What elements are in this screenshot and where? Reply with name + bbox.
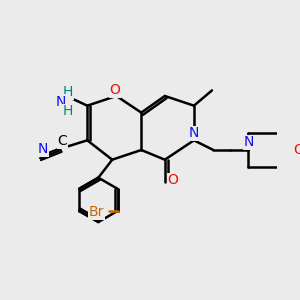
Text: N: N bbox=[38, 142, 48, 156]
Text: O: O bbox=[293, 143, 300, 157]
Text: N: N bbox=[244, 135, 254, 149]
Text: N: N bbox=[189, 126, 199, 140]
Text: O: O bbox=[168, 173, 178, 188]
Text: H: H bbox=[63, 85, 73, 99]
Text: O: O bbox=[110, 83, 120, 97]
Text: Br: Br bbox=[89, 205, 104, 219]
Text: H: H bbox=[63, 104, 73, 118]
Text: C: C bbox=[58, 134, 67, 148]
Text: N: N bbox=[56, 94, 66, 109]
